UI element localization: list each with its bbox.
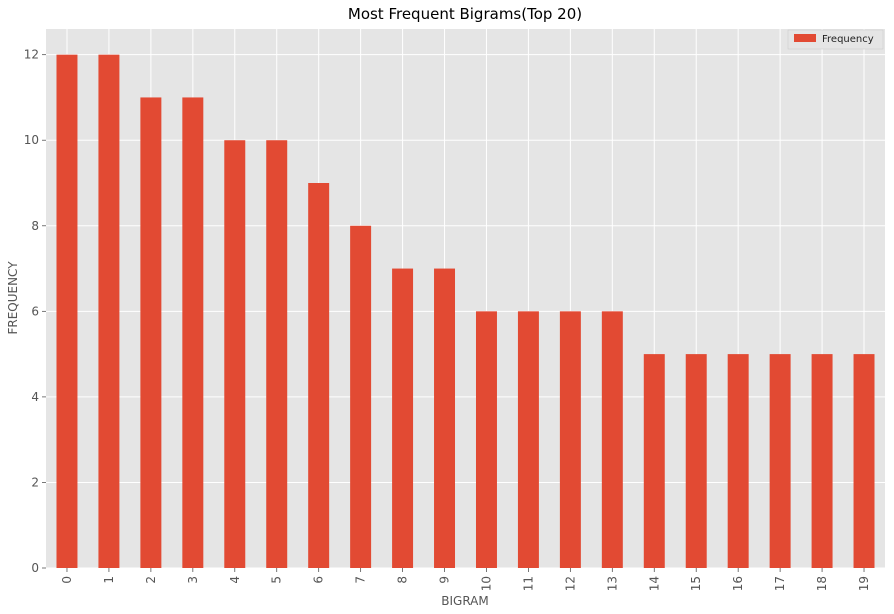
x-tick-label: 7: [354, 576, 368, 584]
bar-15: [685, 354, 707, 568]
x-tick-label: 13: [605, 576, 619, 591]
bar-2: [140, 97, 162, 568]
x-tick-label: 3: [186, 576, 200, 584]
x-tick-label: 5: [270, 576, 284, 584]
bar-12: [559, 311, 581, 568]
x-tick-label: 4: [228, 576, 242, 584]
legend-label: Frequency: [822, 34, 874, 45]
x-tick-label: 6: [312, 576, 326, 584]
y-tick-label: 2: [31, 475, 39, 489]
bar-16: [727, 354, 749, 568]
x-tick-label: 11: [521, 576, 535, 591]
bar-3: [182, 97, 204, 568]
legend: Frequency: [787, 29, 884, 50]
x-tick-label: 14: [647, 576, 661, 591]
bar-9: [434, 268, 456, 568]
x-tick-label: 8: [396, 576, 410, 584]
y-tick-label: 10: [24, 133, 39, 147]
bar-8: [392, 268, 414, 568]
y-tick-label: 0: [31, 561, 39, 575]
x-tick-label: 2: [144, 576, 158, 584]
chart-title: Most Frequent Bigrams(Top 20): [348, 5, 582, 23]
bar-7: [350, 225, 372, 568]
bar-11: [517, 311, 539, 568]
bar-4: [224, 140, 246, 568]
x-axis-label: BIGRAM: [441, 594, 488, 608]
y-tick-label: 8: [31, 219, 39, 233]
x-tick-label: 16: [731, 576, 745, 591]
legend-swatch: [794, 34, 816, 42]
y-axis-label: FREQUENCY: [6, 261, 20, 335]
x-tick-label: 9: [438, 576, 452, 584]
bars: [56, 54, 875, 568]
bar-10: [475, 311, 497, 568]
x-tick-label: 17: [773, 576, 787, 591]
x-axis-ticks: 0 1 2 3 4 5 6 7 8 9 10 11 12 13 14 15 16 17 18 19: [60, 568, 871, 591]
y-tick-label: 6: [31, 304, 39, 318]
y-axis-ticks: 0 2 4 6 8 10 12: [24, 48, 46, 575]
bar-18: [811, 354, 833, 568]
bar-5: [266, 140, 288, 568]
x-tick-label: 0: [60, 576, 74, 584]
x-tick-label: 1: [102, 576, 116, 584]
x-tick-label: 15: [689, 576, 703, 591]
bar-14: [643, 354, 665, 568]
y-tick-label: 4: [31, 390, 39, 404]
bar-19: [853, 354, 875, 568]
x-tick-label: 18: [815, 576, 829, 591]
bar-17: [769, 354, 791, 568]
x-tick-label: 10: [479, 576, 493, 591]
bar-1: [98, 54, 120, 568]
y-tick-label: 12: [24, 48, 39, 62]
bar-0: [56, 54, 78, 568]
x-tick-label: 19: [857, 576, 871, 591]
bar-6: [308, 183, 330, 568]
plot-area: [46, 29, 885, 568]
x-tick-label: 12: [563, 576, 577, 591]
bar-13: [601, 311, 623, 568]
